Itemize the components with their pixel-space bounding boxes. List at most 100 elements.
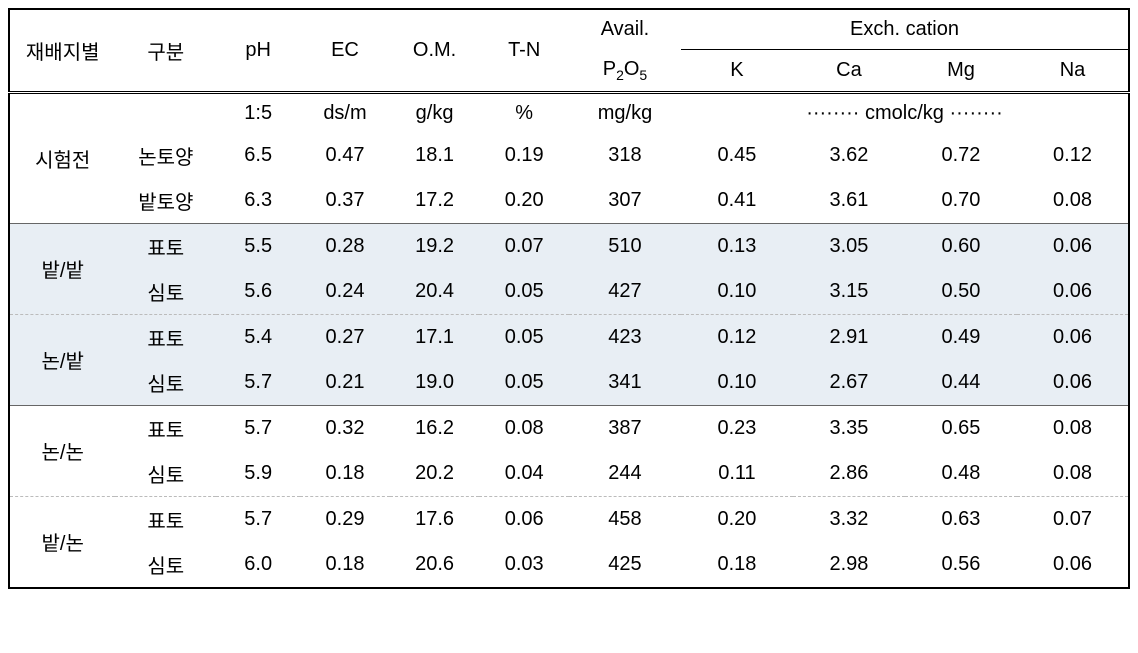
cell-na: 0.08 — [1017, 178, 1129, 224]
header-na: Na — [1017, 50, 1129, 93]
cell-ec: 0.27 — [300, 314, 390, 360]
cell-p2o5: 458 — [569, 496, 681, 542]
table-body: 시험전 1:5 ds/m g/kg % mg/kg ········ cmolc… — [9, 92, 1129, 588]
cell-k: 0.10 — [681, 269, 793, 315]
cell-ph: 5.4 — [216, 314, 300, 360]
header-avail: Avail. — [569, 9, 681, 50]
cell-om: 19.0 — [390, 360, 480, 406]
table-row: 논토양 6.5 0.47 18.1 0.19 318 0.45 3.62 0.7… — [9, 133, 1129, 178]
cell-ca: 3.32 — [793, 496, 905, 542]
row-sub: 밭토양 — [115, 178, 216, 224]
group-label: 밭/논 — [9, 496, 115, 588]
cell-tn: 0.08 — [479, 405, 569, 451]
table-row: 심토 5.6 0.24 20.4 0.05 427 0.10 3.15 0.50… — [9, 269, 1129, 315]
cell-om: 16.2 — [390, 405, 480, 451]
cell-p2o5: 387 — [569, 405, 681, 451]
unit-p2o5: mg/kg — [569, 92, 681, 133]
header-mg: Mg — [905, 50, 1017, 93]
cell-na: 0.06 — [1017, 360, 1129, 406]
header-category2: 구분 — [115, 9, 216, 92]
cell-ec: 0.18 — [300, 542, 390, 588]
cell-mg: 0.60 — [905, 223, 1017, 269]
cell-mg: 0.48 — [905, 451, 1017, 497]
cell-k: 0.10 — [681, 360, 793, 406]
cell-tn: 0.20 — [479, 178, 569, 224]
table-row: 논/논 표토 5.7 0.32 16.2 0.08 387 0.23 3.35 … — [9, 405, 1129, 451]
cell-tn: 0.05 — [479, 360, 569, 406]
cell-na: 0.07 — [1017, 496, 1129, 542]
cell-p2o5: 425 — [569, 542, 681, 588]
table-row: 밭토양 6.3 0.37 17.2 0.20 307 0.41 3.61 0.7… — [9, 178, 1129, 224]
header-ph: pH — [216, 9, 300, 92]
cell-om: 17.2 — [390, 178, 480, 224]
unit-ec: ds/m — [300, 92, 390, 133]
header-k: K — [681, 50, 793, 93]
cell-ca: 2.98 — [793, 542, 905, 588]
row-sub: 심토 — [115, 451, 216, 497]
row-sub: 표토 — [115, 496, 216, 542]
group-label: 논/논 — [9, 405, 115, 496]
cell-tn: 0.05 — [479, 269, 569, 315]
row-sub: 표토 — [115, 405, 216, 451]
cell-ec: 0.21 — [300, 360, 390, 406]
cell-na: 0.08 — [1017, 405, 1129, 451]
cell-p2o5: 307 — [569, 178, 681, 224]
cell-k: 0.18 — [681, 542, 793, 588]
group-label: 시험전 — [9, 92, 115, 223]
cell-om: 18.1 — [390, 133, 480, 178]
cell-mg: 0.56 — [905, 542, 1017, 588]
group-label: 밭/밭 — [9, 223, 115, 314]
cell-ec: 0.32 — [300, 405, 390, 451]
cell-ca: 3.05 — [793, 223, 905, 269]
cell-ph: 5.5 — [216, 223, 300, 269]
cell-ph: 5.7 — [216, 360, 300, 406]
cell-ph: 6.3 — [216, 178, 300, 224]
table-row: 심토 5.7 0.21 19.0 0.05 341 0.10 2.67 0.44… — [9, 360, 1129, 406]
unit-cation: ········ cmolc/kg ········ — [681, 92, 1129, 133]
cell-mg: 0.50 — [905, 269, 1017, 315]
unit-tn: % — [479, 92, 569, 133]
cell-na: 0.06 — [1017, 223, 1129, 269]
cell-p2o5: 318 — [569, 133, 681, 178]
cell-tn: 0.19 — [479, 133, 569, 178]
cell-ca: 2.91 — [793, 314, 905, 360]
cell-ca: 3.62 — [793, 133, 905, 178]
cell-mg: 0.70 — [905, 178, 1017, 224]
cell-ca: 3.61 — [793, 178, 905, 224]
cell-k: 0.45 — [681, 133, 793, 178]
cell-na: 0.06 — [1017, 542, 1129, 588]
cell-ph: 6.0 — [216, 542, 300, 588]
cell-ph: 6.5 — [216, 133, 300, 178]
cell-na: 0.06 — [1017, 314, 1129, 360]
cell-ec: 0.29 — [300, 496, 390, 542]
table-row: 심토 6.0 0.18 20.6 0.03 425 0.18 2.98 0.56… — [9, 542, 1129, 588]
cell-k: 0.20 — [681, 496, 793, 542]
cell-mg: 0.49 — [905, 314, 1017, 360]
unit-om: g/kg — [390, 92, 480, 133]
cell-na: 0.08 — [1017, 451, 1129, 497]
table-row: 논/밭 표토 5.4 0.27 17.1 0.05 423 0.12 2.91 … — [9, 314, 1129, 360]
cell-k: 0.12 — [681, 314, 793, 360]
cell-na: 0.06 — [1017, 269, 1129, 315]
cell-k: 0.23 — [681, 405, 793, 451]
cell-om: 20.2 — [390, 451, 480, 497]
cell-tn: 0.04 — [479, 451, 569, 497]
row-sub: 논토양 — [115, 133, 216, 178]
table-header: 재배지별 구분 pH EC O.M. T-N Avail. Exch. cati… — [9, 9, 1129, 92]
cell-ca: 3.35 — [793, 405, 905, 451]
group-label: 논/밭 — [9, 314, 115, 405]
cell-p2o5: 427 — [569, 269, 681, 315]
cell-ec: 0.47 — [300, 133, 390, 178]
cell-mg: 0.65 — [905, 405, 1017, 451]
cell-ca: 2.67 — [793, 360, 905, 406]
cell-na: 0.12 — [1017, 133, 1129, 178]
cell-ph: 5.6 — [216, 269, 300, 315]
header-p2o5: P2O5 — [569, 50, 681, 93]
cell-ph: 5.7 — [216, 405, 300, 451]
cell-ec: 0.37 — [300, 178, 390, 224]
cell-om: 19.2 — [390, 223, 480, 269]
cell-k: 0.41 — [681, 178, 793, 224]
cell-p2o5: 510 — [569, 223, 681, 269]
cell-p2o5: 423 — [569, 314, 681, 360]
soil-analysis-table: 재배지별 구분 pH EC O.M. T-N Avail. Exch. cati… — [8, 8, 1130, 589]
